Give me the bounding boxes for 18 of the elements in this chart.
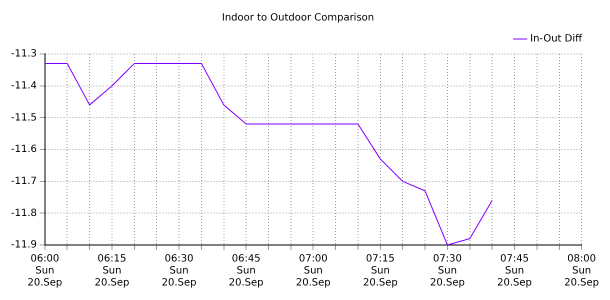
- y-tick-label: -11.7: [11, 176, 37, 187]
- x-tick-label: 07:00 Sun 20.Sep: [296, 254, 331, 289]
- y-tick-label: -11.8: [11, 208, 37, 219]
- x-tick-label: 07:45 Sun 20.Sep: [497, 254, 532, 289]
- legend-label: In-Out Diff: [530, 34, 584, 45]
- x-tick-label: 07:15 Sun 20.Sep: [362, 254, 398, 289]
- y-tick-label: -11.4: [11, 80, 37, 92]
- x-tick-label: 08:00 Sun 20.Sep: [564, 254, 600, 289]
- y-tick-label: -11.5: [11, 112, 37, 124]
- y-tick-label: -11.3: [11, 48, 37, 60]
- x-tick-label: 06:45 Sun 20.Sep: [228, 254, 264, 289]
- x-tick-label: 06:00 Sun 20.Sep: [27, 254, 62, 289]
- y-tick-label: -11.9: [11, 240, 37, 251]
- chart-title: Indoor to Outdoor Comparison: [222, 12, 374, 24]
- x-tick-label: 07:30 Sun 20.Sep: [430, 254, 465, 289]
- x-tick-label: 06:15 Sun 20.Sep: [94, 254, 130, 289]
- y-tick-label: -11.6: [11, 144, 37, 156]
- x-tick-label: 06:30 Sun 20.Sep: [162, 254, 196, 289]
